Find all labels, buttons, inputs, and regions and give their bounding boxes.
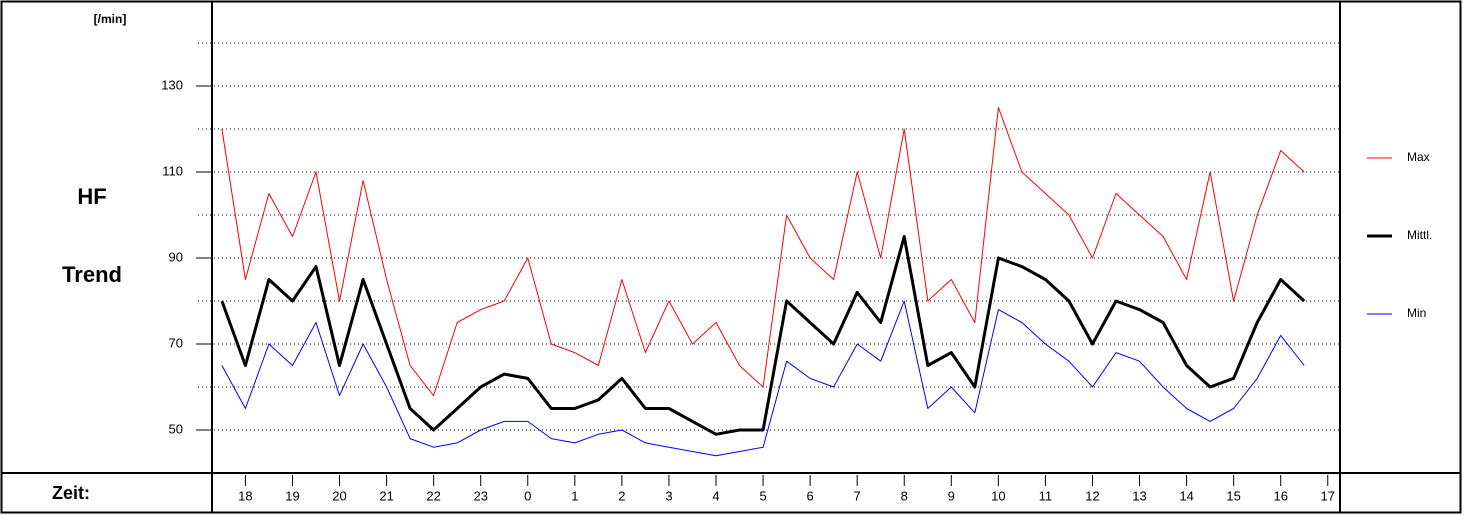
x-tick-label: 17 bbox=[1321, 488, 1335, 503]
series-line bbox=[221, 300, 1305, 457]
x-tick-label: 3 bbox=[665, 488, 672, 503]
x-label: Zeit: bbox=[52, 483, 90, 503]
x-tick-label: 20 bbox=[332, 488, 346, 503]
legend-label: Max bbox=[1407, 150, 1430, 164]
x-tick-label: 1 bbox=[571, 488, 578, 503]
y-tick-label: 90 bbox=[169, 249, 183, 264]
x-tick-label: 10 bbox=[991, 488, 1005, 503]
x-tick-label: 4 bbox=[712, 488, 719, 503]
x-tick-label: 11 bbox=[1039, 488, 1053, 503]
x-tick-label: 13 bbox=[1132, 488, 1146, 503]
x-tick-label: 8 bbox=[901, 488, 908, 503]
legend-label: Mittl. bbox=[1407, 228, 1432, 242]
x-tick-label: 21 bbox=[379, 488, 393, 503]
x-tick-label: 18 bbox=[238, 488, 252, 503]
x-tick-label: 2 bbox=[618, 488, 625, 503]
x-tick-label: 22 bbox=[426, 488, 440, 503]
x-tick-label: 23 bbox=[473, 488, 487, 503]
x-tick-label: 5 bbox=[759, 488, 766, 503]
title: HF bbox=[77, 184, 106, 209]
x-tick-label: 9 bbox=[948, 488, 955, 503]
x-tick-label: 12 bbox=[1085, 488, 1099, 503]
x-tick-label: 15 bbox=[1226, 488, 1240, 503]
y-tick-label: 50 bbox=[169, 421, 183, 436]
series-line bbox=[220, 235, 1306, 436]
y-tick-label: 70 bbox=[169, 335, 183, 350]
legend-label: Min bbox=[1407, 306, 1426, 320]
x-tick-label: 14 bbox=[1179, 488, 1193, 503]
y-tick-label: 110 bbox=[162, 163, 183, 178]
x-tick-label: 7 bbox=[854, 488, 861, 503]
x-tick-label: 16 bbox=[1273, 488, 1287, 503]
x-tick-label: 0 bbox=[524, 488, 531, 503]
title: Trend bbox=[62, 262, 122, 287]
x-tick-label: 6 bbox=[807, 488, 814, 503]
x-tick-label: 19 bbox=[285, 488, 299, 503]
y-unit: [/min] bbox=[94, 12, 127, 26]
y-tick-label: 130 bbox=[161, 77, 183, 92]
series-line bbox=[221, 107, 1305, 397]
